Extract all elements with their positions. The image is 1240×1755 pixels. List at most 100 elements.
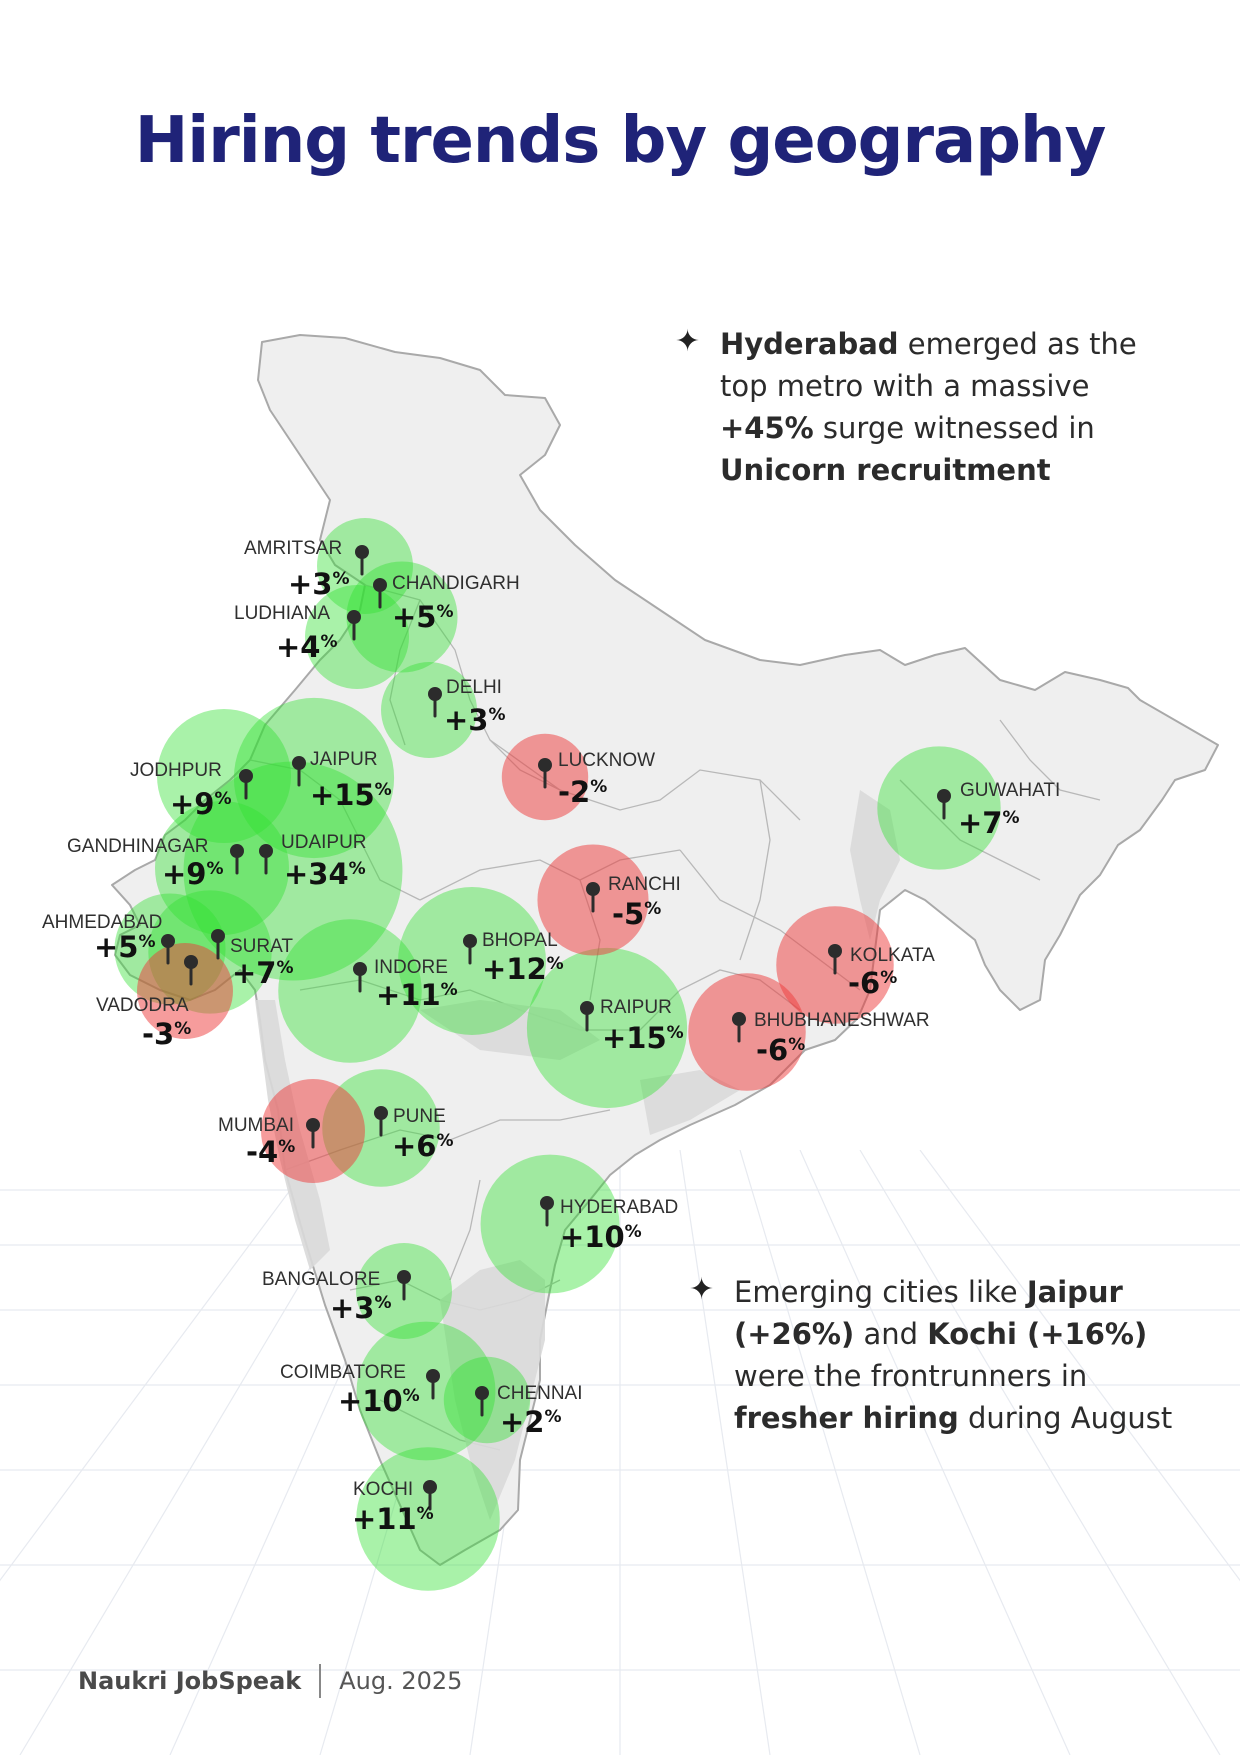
- percent-sign: %: [214, 789, 231, 809]
- bubble-gandhinagar: [155, 801, 289, 935]
- change-value: +5: [94, 930, 138, 964]
- bubble-chennai: [443, 1356, 531, 1444]
- bubble-bhopal: [398, 887, 546, 1035]
- city-name-jodhpur: JODHPUR: [130, 760, 222, 781]
- bubble-hyderabad: [480, 1154, 620, 1294]
- callout-text: Emerging cities like Jaipur (+26%) and K…: [734, 1275, 1172, 1435]
- city-change-ahmedabad: +5%: [94, 930, 156, 964]
- city-name-bhubhaneshwar: BHUBHANESHWAR: [754, 1010, 930, 1031]
- bubble-layer: [114, 518, 1001, 1591]
- callout-highlight: Hyderabad: [720, 327, 899, 361]
- pin-icon: [397, 1270, 411, 1301]
- city-change-amritsar: +3%: [288, 567, 350, 601]
- percent-sign: %: [644, 899, 661, 919]
- percent-sign: %: [417, 1504, 434, 1524]
- percent-sign: %: [788, 1035, 805, 1055]
- callout-emerging-cities: ✦ Emerging cities like Jaipur (+26%) and…: [689, 1271, 1204, 1439]
- percent-sign: %: [374, 1293, 391, 1313]
- callout-fragment: were the frontrunners in: [734, 1359, 1088, 1393]
- change-value: +7: [232, 956, 276, 990]
- city-name-indore: INDORE: [374, 957, 448, 978]
- change-value: +12: [482, 952, 547, 986]
- change-value: -3: [142, 1017, 174, 1051]
- city-change-chennai: +2%: [500, 1405, 562, 1439]
- pin-icon: [347, 610, 361, 641]
- footer: Naukri JobSpeak Aug. 2025: [78, 1664, 462, 1698]
- city-change-kochi: +11%: [352, 1502, 434, 1536]
- city-change-indore: +11%: [376, 978, 458, 1012]
- pin-icon: [426, 1369, 440, 1400]
- pin-icon: [732, 1012, 746, 1043]
- change-value: +10: [338, 1384, 403, 1418]
- percent-sign: %: [436, 1131, 453, 1151]
- city-change-bhopal: +12%: [482, 952, 564, 986]
- pin-icon: [828, 944, 842, 975]
- city-name-amritsar: AMRITSAR: [244, 538, 342, 559]
- city-change-delhi: +3%: [444, 703, 506, 737]
- city-name-jaipur: JAIPUR: [310, 749, 378, 770]
- change-value: +15: [602, 1021, 667, 1055]
- city-name-ahmedabad: AHMEDABAD: [42, 912, 162, 933]
- pin-icon: [423, 1480, 437, 1511]
- city-change-bangalore: +3%: [330, 1291, 392, 1325]
- callout-fragment: emerged as the top metro with a massive: [720, 327, 1137, 403]
- pin-icon: [184, 955, 198, 986]
- percent-sign: %: [278, 1137, 295, 1157]
- percent-sign: %: [590, 777, 607, 797]
- city-name-mumbai: MUMBAI: [218, 1115, 294, 1136]
- city-change-surat: +7%: [232, 956, 294, 990]
- pin-icon: [538, 758, 552, 789]
- label-layer: AMRITSAR+3% CHANDIGARH+5%LUDHIANA+4%DELHI…: [42, 538, 1060, 1536]
- bubble-vadodra: [137, 943, 233, 1039]
- city-change-guwahati: +7%: [958, 806, 1020, 840]
- city-name-lucknow: LUCKNOW: [558, 750, 655, 771]
- pin-icon: [540, 1196, 554, 1227]
- pin-icon: [586, 882, 600, 913]
- city-name-kolkata: KOLKATA: [850, 945, 935, 966]
- callout-fragment: Emerging cities like: [734, 1275, 1027, 1309]
- city-name-raipur: RAIPUR: [600, 997, 672, 1018]
- bubble-guwahati: [877, 746, 1001, 870]
- city-change-coimbatore: +10%: [338, 1384, 420, 1418]
- change-value: +2: [500, 1405, 544, 1439]
- callout-fragment: during August: [958, 1401, 1173, 1435]
- city-name-hyderabad: HYDERABAD: [560, 1197, 678, 1218]
- city-name-vadodra: VADODRA: [96, 995, 189, 1016]
- city-name-coimbatore: COIMBATORE: [280, 1362, 406, 1383]
- pin-icon: [428, 687, 442, 718]
- bubble-kochi: [356, 1447, 500, 1591]
- change-value: +10: [560, 1220, 625, 1254]
- change-value: +9: [162, 857, 206, 891]
- bubble-indore: [278, 919, 422, 1063]
- city-name-ranchi: RANCHI: [608, 874, 681, 895]
- percent-sign: %: [1002, 808, 1019, 828]
- city-change-gandhinagar: +9%: [162, 857, 224, 891]
- city-change-lucknow: -2%: [558, 775, 607, 809]
- change-value: +3: [444, 703, 488, 737]
- percent-sign: %: [403, 1386, 420, 1406]
- pin-icon: [306, 1118, 320, 1149]
- percent-sign: %: [436, 602, 453, 622]
- pin-icon: [230, 844, 244, 875]
- change-value: -5: [612, 897, 644, 931]
- city-change-ludhiana: +4%: [276, 630, 338, 664]
- change-value: +15: [310, 778, 375, 812]
- callout-hyderabad: ✦ Hyderabad emerged as the top metro wit…: [675, 323, 1160, 491]
- city-change-vadodra: -3%: [142, 1017, 191, 1051]
- percent-sign: %: [375, 780, 392, 800]
- change-value: +3: [288, 567, 332, 601]
- callout-highlight: +45%: [720, 411, 814, 445]
- change-value: +3: [330, 1291, 374, 1325]
- bubble-coimbatore: [356, 1321, 496, 1461]
- pin-icon: [355, 545, 369, 576]
- city-change-mumbai: -4%: [246, 1135, 295, 1169]
- change-value: -6: [756, 1033, 788, 1067]
- pin-icon: [239, 769, 253, 800]
- bubble-bhubhaneshwar: [688, 973, 806, 1091]
- pin-icon: [580, 1001, 594, 1032]
- pin-icon: [211, 929, 225, 960]
- city-change-pune: +6%: [392, 1129, 454, 1163]
- city-name-chennai: CHENNAI: [497, 1383, 583, 1404]
- city-name-pune: PUNE: [393, 1106, 446, 1127]
